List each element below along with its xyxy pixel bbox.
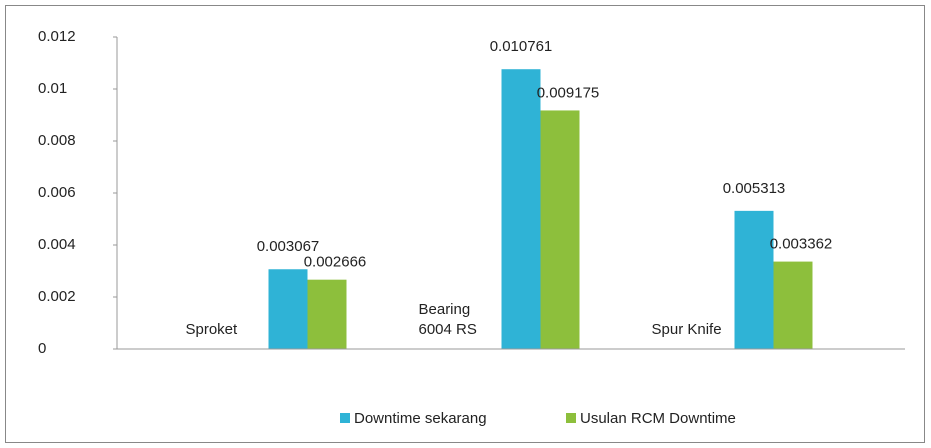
y-tick-label: 0	[38, 340, 46, 357]
data-label: 0.002666	[304, 254, 367, 271]
y-tick-label: 0.004	[38, 236, 76, 253]
data-label: 0.003362	[770, 236, 833, 253]
x-tick-label: Bearing 6004 RS	[418, 301, 477, 338]
x-tick-label: Sproket	[185, 321, 238, 338]
bar	[501, 69, 541, 350]
chart-frame	[5, 5, 925, 443]
legend-label: Usulan RCM Downtime	[580, 410, 736, 427]
y-tick-label: 0.012	[38, 28, 76, 45]
bar	[734, 210, 774, 349]
bar	[268, 269, 308, 349]
data-label: 0.005313	[723, 180, 786, 197]
legend-swatch	[340, 413, 350, 423]
data-label: 0.010761	[490, 38, 553, 55]
x-tick-label: Spur Knife	[651, 321, 722, 338]
legend-label: Downtime sekarang	[354, 410, 487, 427]
bar	[540, 110, 580, 349]
y-tick-label: 0.002	[38, 288, 76, 305]
y-tick-label: 0.006	[38, 184, 76, 201]
bar	[773, 261, 813, 349]
y-tick-label: 0.01	[38, 80, 67, 97]
data-label: 0.009175	[537, 84, 600, 101]
data-label: 0.003067	[257, 238, 320, 255]
legend-swatch	[566, 413, 576, 423]
y-tick-label: 0.008	[38, 132, 76, 149]
bar	[307, 279, 347, 349]
